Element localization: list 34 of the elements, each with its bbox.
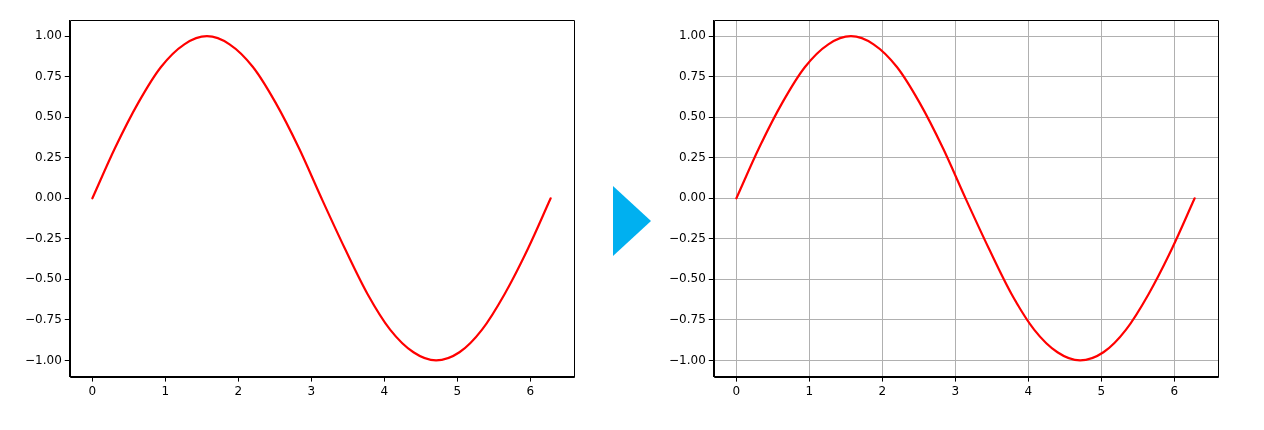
x-tick-label: 5 [1097, 383, 1106, 398]
y-tick-label: 1.00 [35, 28, 62, 43]
y-tick-label: 0.50 [35, 109, 62, 124]
y-tick-label: −0.50 [668, 271, 706, 286]
y-tick-label: −0.75 [668, 311, 706, 326]
y-tick-label: 0.00 [35, 190, 62, 205]
x-tick-label: 3 [307, 383, 316, 398]
line-series [735, 35, 1196, 362]
y-tick-label: −0.75 [24, 311, 62, 326]
x-tick-label: 6 [1170, 383, 1179, 398]
line-series [91, 35, 552, 362]
y-tick-label: 0.25 [679, 149, 706, 164]
x-tick-label: 4 [1024, 383, 1033, 398]
x-tick-label: 2 [234, 383, 243, 398]
y-tick-label: 0.50 [679, 109, 706, 124]
y-tick-label: −1.00 [24, 352, 62, 367]
x-tick-label: 2 [878, 383, 887, 398]
y-tick-label: −0.50 [24, 271, 62, 286]
y-tick-label: 0.25 [35, 149, 62, 164]
x-tick-label: 4 [380, 383, 389, 398]
y-tick-label: −0.25 [24, 230, 62, 245]
y-tick-label: −0.25 [668, 230, 706, 245]
x-tick-label: 1 [161, 383, 170, 398]
x-tick-label: 1 [805, 383, 814, 398]
x-tick-label: 0 [88, 383, 97, 398]
y-tick-label: 0.00 [679, 190, 706, 205]
y-tick-label: −1.00 [668, 352, 706, 367]
y-tick-label: 1.00 [679, 28, 706, 43]
x-tick-label: 5 [453, 383, 462, 398]
x-tick-label: 6 [526, 383, 535, 398]
x-tick-label: 3 [951, 383, 960, 398]
y-tick-label: 0.75 [35, 68, 62, 83]
y-tick-label: 0.75 [679, 68, 706, 83]
x-tick-label: 0 [732, 383, 741, 398]
